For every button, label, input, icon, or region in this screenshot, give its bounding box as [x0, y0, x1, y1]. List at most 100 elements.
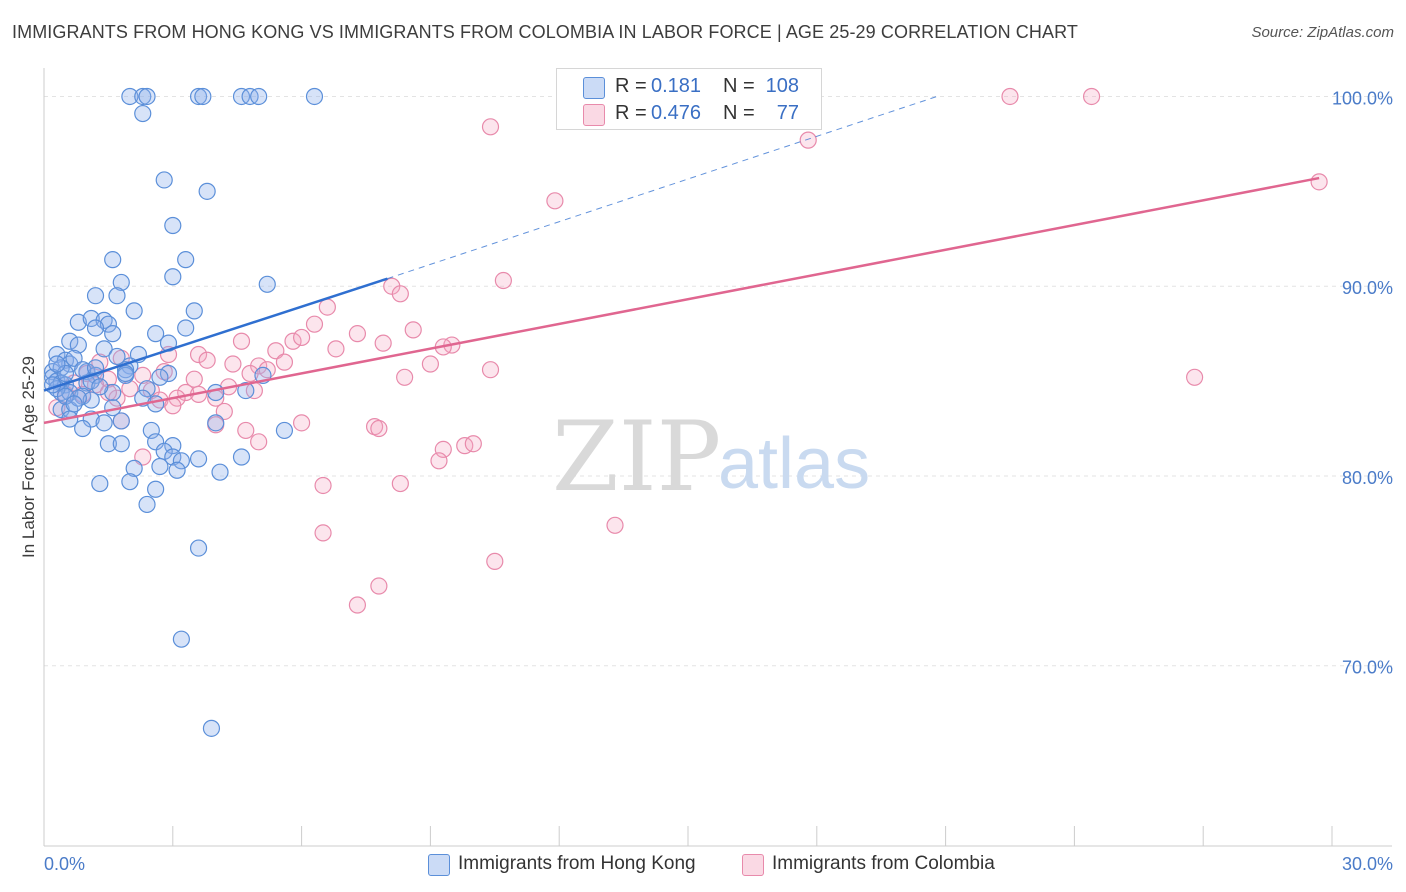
hong-kong-point — [61, 332, 79, 350]
hong-kong-point — [104, 325, 122, 343]
stats-r-value: 0.476 — [651, 102, 702, 124]
colombia-trend-line — [43, 176, 1320, 425]
stats-swatch-hong-kong — [583, 77, 605, 99]
gridlines — [44, 95, 1392, 667]
x-tick-label-max: 30.0% — [1342, 854, 1393, 874]
colombia-point — [391, 285, 409, 303]
hong-kong-point — [112, 412, 130, 430]
colombia-point — [1186, 368, 1204, 386]
legend-label-colombia: Immigrants from Colombia — [772, 853, 995, 874]
hong-kong-point — [134, 104, 152, 123]
colombia-point — [224, 355, 242, 373]
colombia-point — [305, 315, 324, 333]
y-tick-label: 100.0% — [1332, 88, 1393, 108]
colombia-point — [464, 435, 482, 453]
watermark-atlas: atlas — [718, 424, 870, 504]
colombia-point — [481, 361, 500, 379]
hong-kong-point — [69, 336, 87, 354]
colombia-point — [275, 353, 294, 371]
stats-n-value: 108 — [765, 75, 799, 97]
stats-r-label: R = — [615, 75, 647, 97]
hong-kong-point — [168, 461, 186, 479]
colombia-point — [314, 524, 332, 542]
colombia-point — [1001, 87, 1019, 106]
stats-row-colombia: R = 0.476 N = 77 — [557, 100, 821, 128]
hong-kong-point — [104, 251, 122, 269]
colombia-point — [396, 368, 414, 386]
hong-kong-point — [198, 182, 216, 200]
colombia-point — [799, 131, 817, 149]
stats-row-hong-kong: R = 0.181 N = 108 — [557, 73, 821, 101]
stats-r-label: R = — [615, 102, 647, 124]
colombia-point — [494, 271, 512, 290]
legend: Immigrants from Hong Kong Immigrants fro… — [0, 852, 1406, 880]
axes — [43, 68, 1392, 847]
hong-kong-point — [207, 383, 225, 402]
colombia-point — [370, 419, 388, 438]
hong-kong-point — [237, 381, 255, 400]
hong-kong-point — [177, 319, 195, 337]
hong-kong-point — [164, 216, 182, 235]
hong-kong-point — [138, 495, 156, 514]
hong-kong-point — [147, 480, 165, 498]
y-tick-label: 90.0% — [1342, 278, 1393, 298]
colombia-point — [348, 596, 367, 614]
hong-kong-point — [147, 325, 165, 343]
hong-kong-point — [250, 87, 268, 106]
hong-kong-point — [305, 87, 324, 106]
hong-kong-point — [86, 287, 105, 305]
hong-kong-trend-extension — [387, 95, 938, 280]
colombia-point — [198, 351, 216, 369]
hong-kong-point — [172, 452, 190, 470]
hong-kong-point — [95, 340, 113, 358]
hong-kong-point — [91, 378, 109, 396]
hong-kong-point — [258, 275, 276, 293]
colombia-point — [215, 402, 233, 421]
hong-kong-point — [164, 448, 182, 466]
hong-kong-point — [185, 302, 203, 320]
hong-kong-point — [108, 287, 126, 305]
colombia-point — [348, 325, 367, 343]
hong-kong-point — [99, 435, 118, 453]
hong-kong-point — [275, 421, 294, 440]
hong-kong-point — [48, 345, 66, 364]
legend-label-hong-kong: Immigrants from Hong Kong — [458, 853, 696, 874]
hong-kong-point — [151, 457, 169, 476]
colombia-point — [434, 440, 452, 459]
colombia-point — [293, 414, 311, 432]
hong-kong-point — [95, 414, 113, 432]
hong-kong-point — [177, 251, 195, 269]
colombia-point — [374, 334, 392, 352]
hong-kong-point — [211, 463, 229, 481]
stats-box: R = 0.181 N = 108 R = 0.476 N = 77 — [556, 68, 822, 130]
hong-kong-point — [112, 273, 130, 292]
hong-kong-point — [138, 380, 156, 398]
chart-title: IMMIGRANTS FROM HONG KONG VS IMMIGRANTS … — [12, 22, 1078, 42]
stats-n-label: N = — [723, 75, 755, 97]
trend-lines — [43, 95, 1320, 425]
colombia-point — [421, 355, 439, 373]
hong-kong-point — [121, 473, 139, 491]
y-tick-label: 70.0% — [1342, 658, 1393, 678]
colombia-point — [241, 364, 259, 383]
hong-kong-point — [202, 719, 221, 737]
colombia-point — [250, 433, 268, 451]
stats-r-value: 0.181 — [651, 75, 702, 97]
hong-kong-point — [82, 391, 100, 409]
hong-kong-point — [125, 302, 143, 320]
colombia-point — [189, 345, 208, 364]
hong-kong-point — [91, 474, 109, 493]
hong-kong-point — [151, 368, 169, 386]
hong-kong-point — [147, 395, 165, 413]
hong-kong-point — [116, 364, 135, 383]
hong-kong-point — [112, 435, 130, 453]
colombia-point — [606, 516, 624, 534]
hong-kong-point — [159, 364, 178, 383]
hong-kong-point — [86, 319, 105, 337]
hong-kong-point — [48, 355, 66, 373]
colombia-point — [232, 332, 251, 350]
hong-kong-point — [108, 347, 126, 366]
tick-labels: 70.0% 80.0% 90.0% 100.0% 0.0% 30.0% In Labor F… — [19, 88, 1393, 874]
hong-kong-point — [189, 539, 208, 557]
